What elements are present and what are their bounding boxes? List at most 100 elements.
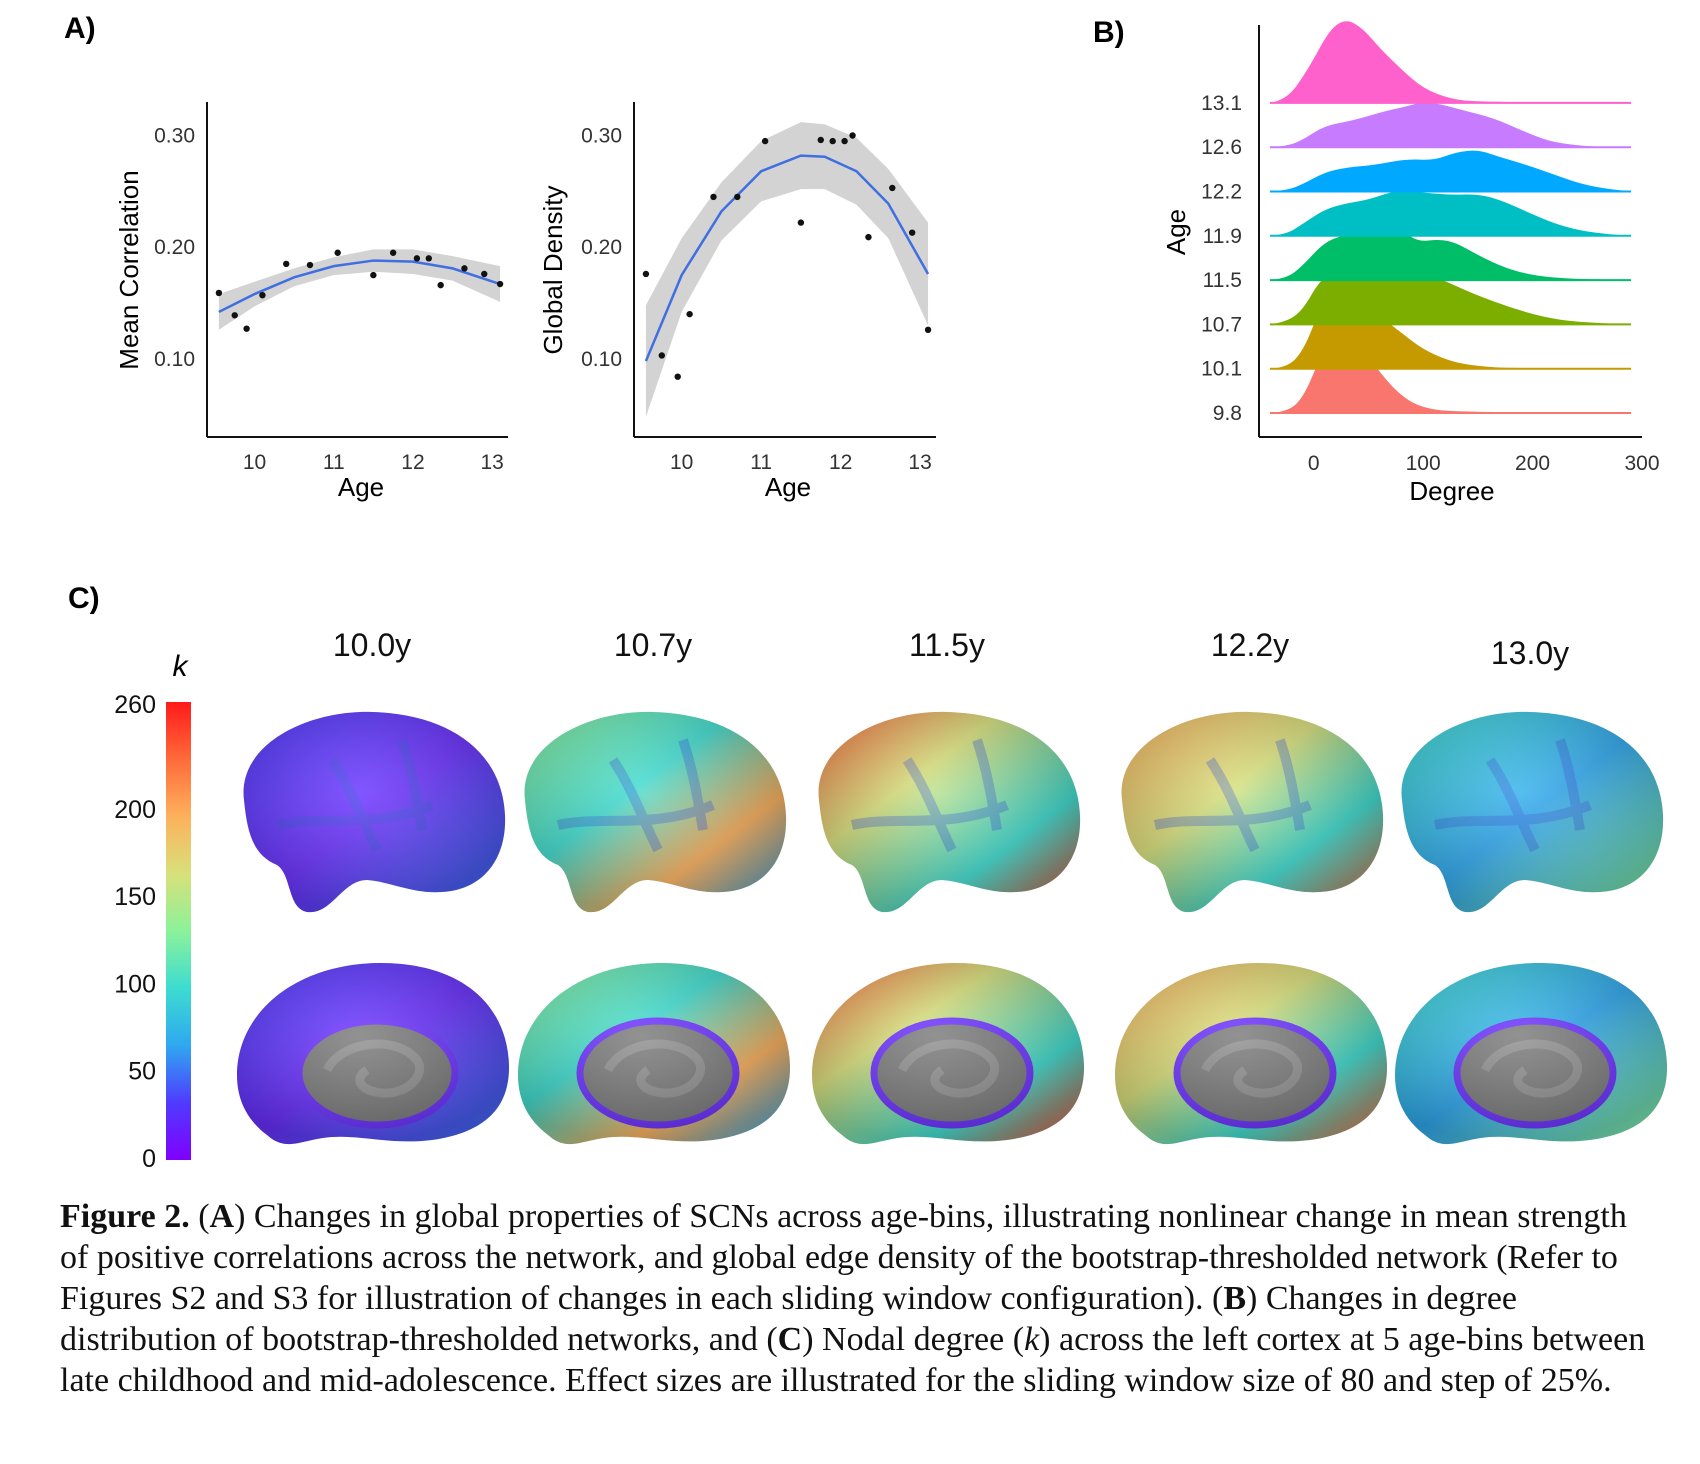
y-tick-label: 12.6 (1201, 136, 1242, 159)
ridge-age-12.6 (1269, 102, 1632, 148)
confidence-band (218, 249, 501, 330)
colorbar-tick-label: 200 (114, 796, 156, 824)
age-bin-labels: 10.0y 10.7y 11.5y 12.2y 13.0y (333, 627, 1569, 671)
data-point (865, 233, 872, 241)
medial-cortex-map (1395, 962, 1668, 1145)
data-point (841, 137, 848, 145)
y-axis-label: Age (1161, 209, 1191, 255)
y-tick-labels: 0.10 0.20 0.30 (154, 125, 195, 371)
data-point (797, 219, 805, 226)
y-tick-label: 0.10 (581, 348, 622, 371)
data-point (710, 193, 717, 201)
fit-line (218, 259, 501, 314)
ci-band (645, 122, 929, 417)
x-axis-label: Age (338, 472, 384, 502)
ridge-age-11.5 (1269, 223, 1632, 281)
lateral-cortex-map (818, 711, 1081, 913)
x-tick-label: 12 (829, 451, 852, 474)
data-point (283, 260, 290, 268)
data-point (437, 281, 444, 289)
data-point (817, 136, 824, 144)
cortex-maps (237, 711, 1668, 1145)
x-tick-labels: 0 100 200 300 (1308, 452, 1660, 475)
y-tick-label: 0.30 (581, 125, 622, 148)
y-tick-label: 0.30 (154, 125, 195, 148)
y-tick-label: 11.5 (1203, 269, 1242, 292)
scatter-points (215, 249, 504, 332)
age-bin-label: 13.0y (1491, 635, 1569, 671)
fit-line (644, 154, 930, 362)
age-bin-label: 11.5y (909, 627, 985, 663)
caption-label: Figure 2. (60, 1198, 190, 1235)
ridgeline-areas (1269, 21, 1632, 414)
data-point (389, 249, 397, 256)
age-bin-label: 10.7y (614, 627, 692, 663)
fit-curve (218, 259, 501, 314)
x-tick-labels: 10 11 12 13 (243, 451, 504, 474)
data-point (674, 373, 681, 380)
y-tick-label: 0.10 (154, 348, 195, 371)
data-point (334, 249, 341, 256)
data-point (761, 137, 769, 145)
confidence-band (645, 122, 929, 417)
surface-shading (1395, 962, 1668, 1145)
lateral-cortex-map (1401, 711, 1664, 913)
data-point (924, 326, 932, 333)
surface-shading (812, 962, 1085, 1145)
x-tick-label: 0 (1308, 452, 1320, 475)
y-tick-label: 12.2 (1201, 181, 1242, 204)
age-bin-label: 12.2y (1211, 627, 1289, 663)
y-tick-labels: 0.10 0.20 0.30 (581, 125, 622, 371)
data-point (370, 271, 377, 279)
ridge-age-13.1 (1269, 21, 1632, 103)
caption-k: k (1024, 1321, 1040, 1358)
data-point (461, 265, 468, 272)
data-point (908, 229, 916, 236)
caption-text-b: ) Changes in degree distribution of boot… (60, 1280, 1518, 1358)
caption-a-open: ( (198, 1198, 210, 1235)
x-tick-label: 10 (243, 451, 266, 474)
nodal-degree-colorbar: k 260 200 150 100 50 0 (114, 650, 191, 1173)
data-point (215, 289, 223, 297)
y-tick-label: 0.20 (581, 236, 622, 259)
surface-shading (237, 962, 510, 1145)
surface-shading (1115, 962, 1388, 1145)
lateral-cortex-map (243, 711, 506, 913)
x-tick-label: 11 (323, 451, 345, 474)
panel-label-a: A) (64, 12, 96, 45)
data-point (425, 255, 432, 262)
data-point (481, 270, 488, 278)
colorbar-tick-label: 260 (114, 691, 156, 719)
x-tick-label: 300 (1624, 452, 1659, 475)
colorbar-gradient (166, 702, 191, 1160)
data-point (658, 352, 666, 359)
fit-curve (644, 154, 930, 362)
y-tick-label: 10.1 (1201, 358, 1242, 381)
data-point (686, 310, 693, 318)
caption-letter-c: C (777, 1321, 803, 1358)
y-tick-label: 9.8 (1213, 402, 1242, 425)
y-tick-labels: 9.8 10.1 10.7 11.5 11.9 12.2 12.6 13.1 (1201, 92, 1242, 425)
colorbar-tick-label: 0 (142, 1145, 156, 1173)
figure-caption: Figure 2. (A) Changes in global properti… (60, 1196, 1660, 1401)
surface-shading (243, 711, 506, 913)
data-point (734, 193, 741, 201)
x-tick-label: 10 (670, 451, 693, 474)
medial-cortex-map (1115, 962, 1388, 1145)
data-point (231, 312, 238, 319)
surface-shading (818, 711, 1081, 913)
colorbar-tick-labels: 260 200 150 100 50 0 (114, 691, 156, 1173)
colorbar-tick-label: 150 (114, 883, 156, 911)
surface-shading (524, 711, 787, 913)
caption-text-c2: ) across the left cortex at 5 age-bins b… (60, 1321, 1646, 1399)
x-tick-label: 11 (750, 451, 772, 474)
y-tick-label: 13.1 (1201, 92, 1242, 115)
y-axis-label: Mean Correlation (114, 170, 144, 369)
x-tick-label: 200 (1515, 452, 1550, 475)
data-point (243, 325, 250, 332)
medial-cortex-map (518, 962, 791, 1145)
x-axis-label: Age (765, 472, 811, 502)
data-point (306, 261, 314, 269)
data-point (413, 255, 421, 262)
age-bin-label: 10.0y (333, 627, 411, 663)
